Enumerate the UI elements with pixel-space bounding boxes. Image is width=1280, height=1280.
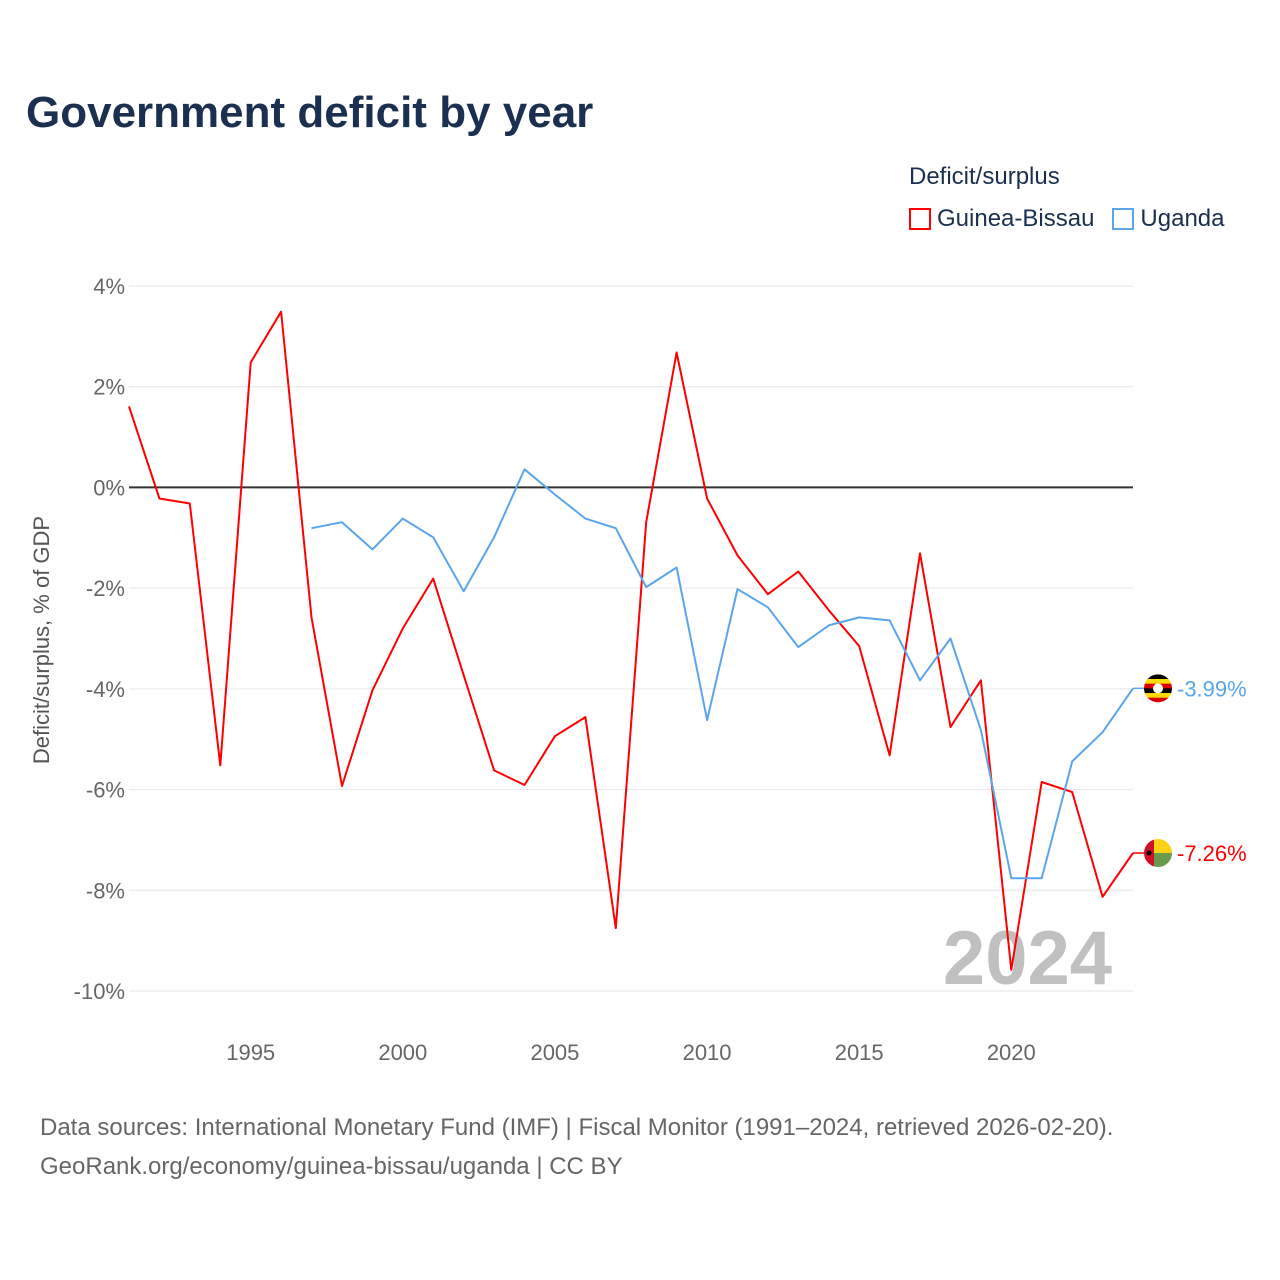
series-line-uganda [311, 468, 1134, 880]
series-line-guinea-bissau [128, 310, 1134, 971]
legend-item-uganda[interactable]: Uganda [1112, 205, 1225, 233]
end-value-label: -3.99% [1177, 676, 1247, 701]
end-value-label: -7.26% [1177, 841, 1247, 866]
x-tick-label: 2020 [987, 1040, 1036, 1065]
legend: Guinea-Bissau Uganda [909, 205, 1225, 233]
x-tick-label: 2000 [378, 1040, 427, 1065]
uganda-flag-icon [1144, 674, 1172, 703]
legend-swatch-guinea-bissau [909, 208, 931, 230]
y-tick-label: -8% [86, 878, 125, 903]
source-line-1: Data sources: International Monetary Fun… [40, 1114, 1114, 1141]
x-tick-label: 1995 [226, 1040, 275, 1065]
legend-label: Guinea-Bissau [937, 205, 1095, 232]
legend-title: Deficit/surplus [909, 163, 1060, 190]
legend-swatch-uganda [1112, 208, 1135, 230]
x-tick-label: 2015 [835, 1040, 884, 1065]
legend-label: Uganda [1140, 205, 1225, 232]
page-title: Government deficit by year [26, 88, 594, 137]
y-tick-label: -6% [86, 778, 125, 803]
guinea-bissau-flag-icon [1144, 839, 1172, 868]
y-tick-label: 2% [93, 375, 125, 400]
y-tick-label: -4% [86, 677, 125, 702]
y-tick-label: 0% [93, 475, 125, 500]
y-tick-label: 4% [93, 274, 125, 299]
y-tick-label: -10% [74, 979, 125, 1004]
x-tick-label: 2010 [683, 1040, 732, 1065]
source-line-2[interactable]: GeoRank.org/economy/guinea-bissau/uganda… [40, 1153, 623, 1180]
legend-item-guinea-bissau[interactable]: Guinea-Bissau [909, 205, 1094, 233]
year-watermark: 2024 [943, 916, 1112, 1001]
source-note: Data sources: International Monetary Fun… [40, 1108, 1113, 1186]
x-tick-label: 2005 [530, 1040, 579, 1065]
y-tick-label: -2% [86, 576, 125, 601]
